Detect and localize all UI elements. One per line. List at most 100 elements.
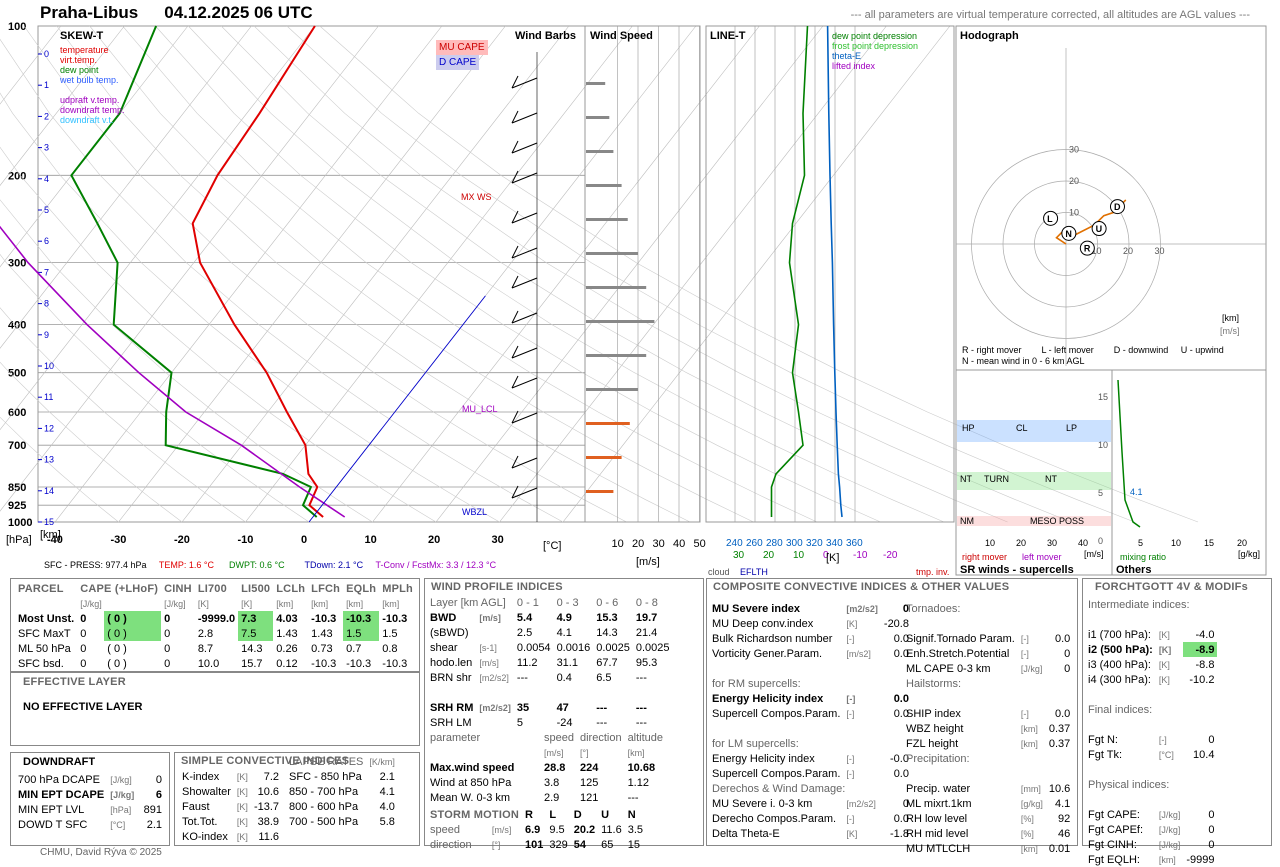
ws-bar xyxy=(586,286,647,289)
legend-updraft: udpraft v.temp. xyxy=(60,95,120,105)
updraft-line xyxy=(0,225,346,518)
cell: 4.1 xyxy=(379,785,395,798)
downdraft-table: 700 hPa DCAPE [J/kg] 0 MIN EPT DCAPE [J/kg]… xyxy=(15,772,165,832)
linet-unit: [K] xyxy=(826,552,840,564)
cell: [°C] xyxy=(1158,749,1174,760)
cell: 0 xyxy=(80,657,87,670)
km-tick-label: 0 xyxy=(44,49,49,59)
cell: 11.6 xyxy=(258,830,280,843)
wp-srh: SRH LM 5 -24 --- --- xyxy=(427,715,673,730)
dry-adiabat xyxy=(188,25,945,523)
cell: [km] xyxy=(627,747,645,758)
pu-lclh: [km] xyxy=(276,598,294,609)
km-tick-label: 5 xyxy=(44,205,49,215)
cell: [mm] xyxy=(1020,783,1041,794)
comp-left: MU Severe index [m2/s2] 0 MU Deep conv.ind… xyxy=(709,601,912,841)
cell: 95.3 xyxy=(635,656,658,669)
oth-tick: 10 xyxy=(1171,538,1181,548)
km-tick-label: 6 xyxy=(44,236,49,246)
ws-bar xyxy=(586,320,655,323)
fgt-title: FORCHTGOTT 4V & MODIFs xyxy=(1095,581,1248,593)
cell: [%] xyxy=(1020,813,1034,824)
cell: 0 xyxy=(164,627,171,640)
tmpinv-label: tmp. inv. xyxy=(916,567,950,577)
cell: [-] xyxy=(1020,648,1029,659)
cell: Wind at 850 hPa xyxy=(430,776,512,789)
wind-barb xyxy=(511,312,538,324)
cell: 2.5 xyxy=(516,626,533,639)
sr-turn: TURN xyxy=(984,474,1009,484)
cell: 5.8 xyxy=(379,815,395,828)
cell: SFC bsd. xyxy=(18,657,64,670)
cell: 20.2 xyxy=(573,823,596,836)
pu-mplh: [km] xyxy=(382,598,400,609)
ph-cape: CAPE (+LHoF) xyxy=(80,582,159,595)
comp-row: Energy Helicity index [-] 0.0 xyxy=(709,691,912,706)
simple-row: Tot.Tot. [K] 38.9 xyxy=(179,814,282,829)
cell: 0.37 xyxy=(1048,722,1071,735)
cell: --- xyxy=(635,671,647,684)
wind-barb-flag xyxy=(511,245,519,259)
cell: 5.4 xyxy=(516,611,533,624)
fgt-final-title: Final indices: xyxy=(1088,703,1153,716)
cell: [hPa] xyxy=(110,804,132,815)
fgt-sec: Physical indices: xyxy=(1085,777,1217,792)
wind-barb-flag xyxy=(511,75,519,89)
sr-xtick: 20 xyxy=(1016,538,1026,548)
tdown: TDown: 2.1 °C xyxy=(304,560,364,570)
hodo-km: [km] xyxy=(1222,313,1239,323)
isotherm xyxy=(372,25,760,523)
dd-row: MIN EPT DCAPE [J/kg] 6 xyxy=(15,787,165,802)
cell: [g/kg] xyxy=(1020,798,1043,809)
lt-tick-k: 280 xyxy=(766,538,783,549)
km-tick-label: 10 xyxy=(44,361,54,371)
legend-li: lifted index xyxy=(832,61,876,71)
ws-bar xyxy=(586,82,606,85)
cell: -10.3 xyxy=(311,657,337,670)
dewpoint-line xyxy=(70,25,318,518)
ws-tick-label: 20 xyxy=(632,538,644,550)
dd-row: 700 hPa DCAPE [J/kg] 0 xyxy=(15,772,165,787)
cell: 10.0 xyxy=(197,657,220,670)
cell: 7.3 xyxy=(238,611,274,626)
cell: SFC MaxT xyxy=(18,627,71,640)
wp-row: shear [s-1] 0.0054 0.0016 0.0025 0.0025 xyxy=(427,640,673,655)
cell: 14.3 xyxy=(241,642,263,655)
simple-title: SIMPLE CONVECTIVE INDICES xyxy=(181,755,350,767)
wp-row: hodo.len [m/s] 11.2 31.1 67.7 95.3 xyxy=(427,655,673,670)
linet-frame xyxy=(705,25,955,523)
wp-row: BWD [m/s] 5.4 4.9 15.3 19.7 xyxy=(427,610,673,625)
cell: SHIP index xyxy=(906,707,961,720)
oth-tick: 20 xyxy=(1237,538,1247,548)
cell: 0.0 xyxy=(893,812,909,825)
wp-layer: Layer [km AGL] xyxy=(430,596,506,609)
cell: [-] xyxy=(846,693,856,704)
km-tick-label: 2 xyxy=(44,111,49,121)
cell: [K] xyxy=(846,618,858,629)
cell: [m2/s2] xyxy=(846,798,876,809)
comp-row: Derecho Compos.Param. [-] 0.0 xyxy=(709,811,912,826)
cell: 0.0 xyxy=(893,647,909,660)
lt-tick-c: 0 xyxy=(823,550,829,561)
dry-adiabat xyxy=(319,25,1199,523)
cell: direction xyxy=(430,838,472,851)
cell: 0 xyxy=(1064,647,1071,660)
isotherm xyxy=(0,25,125,186)
cell: 15 xyxy=(627,838,640,851)
simple-panel: SIMPLE CONVECTIVE INDICES K-index [K] 7.2 … xyxy=(174,752,420,846)
mulcl-label: MU_LCL xyxy=(462,404,498,414)
cell: -13.7 xyxy=(253,800,280,813)
cell xyxy=(476,715,514,730)
rm-title: for RM supercells: xyxy=(712,677,801,690)
cell: shear xyxy=(430,641,458,654)
wind-barb-flag xyxy=(511,345,519,359)
isotherm xyxy=(0,25,252,349)
cell: 0 - 3 xyxy=(556,596,579,609)
km-tick-label: 7 xyxy=(44,267,49,277)
cell: [K] xyxy=(1158,674,1170,685)
cell: [-] xyxy=(846,753,855,764)
ws-bar xyxy=(586,490,614,493)
cell: [m2/s2] xyxy=(479,702,511,713)
ph-parcel: PARCEL xyxy=(18,582,64,595)
km-tick-label: 14 xyxy=(44,486,54,496)
